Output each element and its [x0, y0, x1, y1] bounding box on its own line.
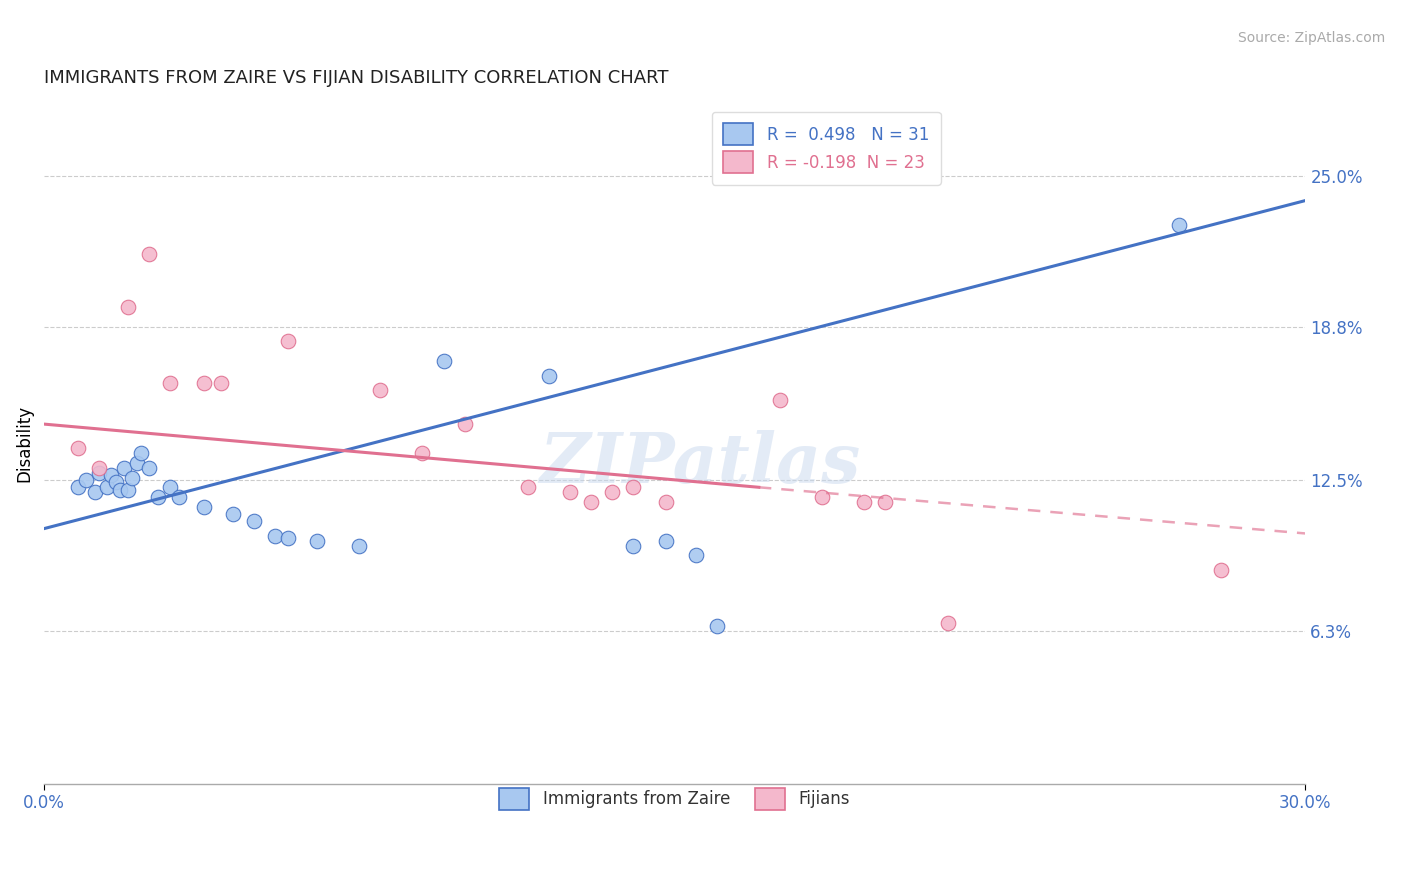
Point: [873, 495, 896, 509]
Point: [138, 247, 160, 261]
Point: [537, 368, 560, 383]
Point: [432, 354, 454, 368]
Point: [222, 507, 245, 521]
Point: [100, 468, 122, 483]
Point: [66, 480, 89, 494]
Point: [655, 533, 678, 548]
Point: [685, 549, 707, 563]
Point: [193, 376, 215, 390]
Point: [277, 334, 299, 349]
Point: [411, 446, 433, 460]
Point: [769, 392, 792, 407]
Y-axis label: Disability: Disability: [15, 405, 32, 482]
Point: [852, 495, 875, 509]
Point: [264, 529, 287, 543]
Text: ZIPatlas: ZIPatlas: [540, 430, 860, 498]
Point: [558, 485, 581, 500]
Point: [159, 376, 181, 390]
Point: [117, 301, 139, 315]
Point: [96, 480, 118, 494]
Point: [936, 616, 959, 631]
Point: [167, 490, 190, 504]
Point: [209, 376, 232, 390]
Point: [1168, 218, 1191, 232]
Point: [516, 480, 538, 494]
Point: [87, 466, 110, 480]
Point: [453, 417, 475, 431]
Text: IMMIGRANTS FROM ZAIRE VS FIJIAN DISABILITY CORRELATION CHART: IMMIGRANTS FROM ZAIRE VS FIJIAN DISABILI…: [44, 69, 669, 87]
Text: Source: ZipAtlas.com: Source: ZipAtlas.com: [1237, 31, 1385, 45]
Point: [277, 531, 299, 545]
Point: [579, 495, 602, 509]
Point: [159, 480, 181, 494]
Point: [75, 473, 97, 487]
Point: [621, 539, 644, 553]
Point: [811, 490, 834, 504]
Point: [621, 480, 644, 494]
Point: [104, 475, 127, 490]
Point: [243, 514, 266, 528]
Point: [112, 460, 135, 475]
Point: [1211, 563, 1233, 577]
Point: [87, 460, 110, 475]
Point: [121, 470, 143, 484]
Point: [193, 500, 215, 514]
Point: [83, 485, 105, 500]
Point: [706, 619, 728, 633]
Point: [108, 483, 131, 497]
Point: [349, 539, 371, 553]
Point: [117, 483, 139, 497]
Legend: Immigrants from Zaire, Fijians: Immigrants from Zaire, Fijians: [486, 775, 863, 823]
Point: [370, 383, 392, 397]
Point: [138, 460, 160, 475]
Point: [600, 485, 623, 500]
Point: [146, 490, 169, 504]
Point: [655, 495, 678, 509]
Point: [66, 442, 89, 456]
Point: [129, 446, 152, 460]
Point: [125, 456, 148, 470]
Point: [307, 533, 329, 548]
